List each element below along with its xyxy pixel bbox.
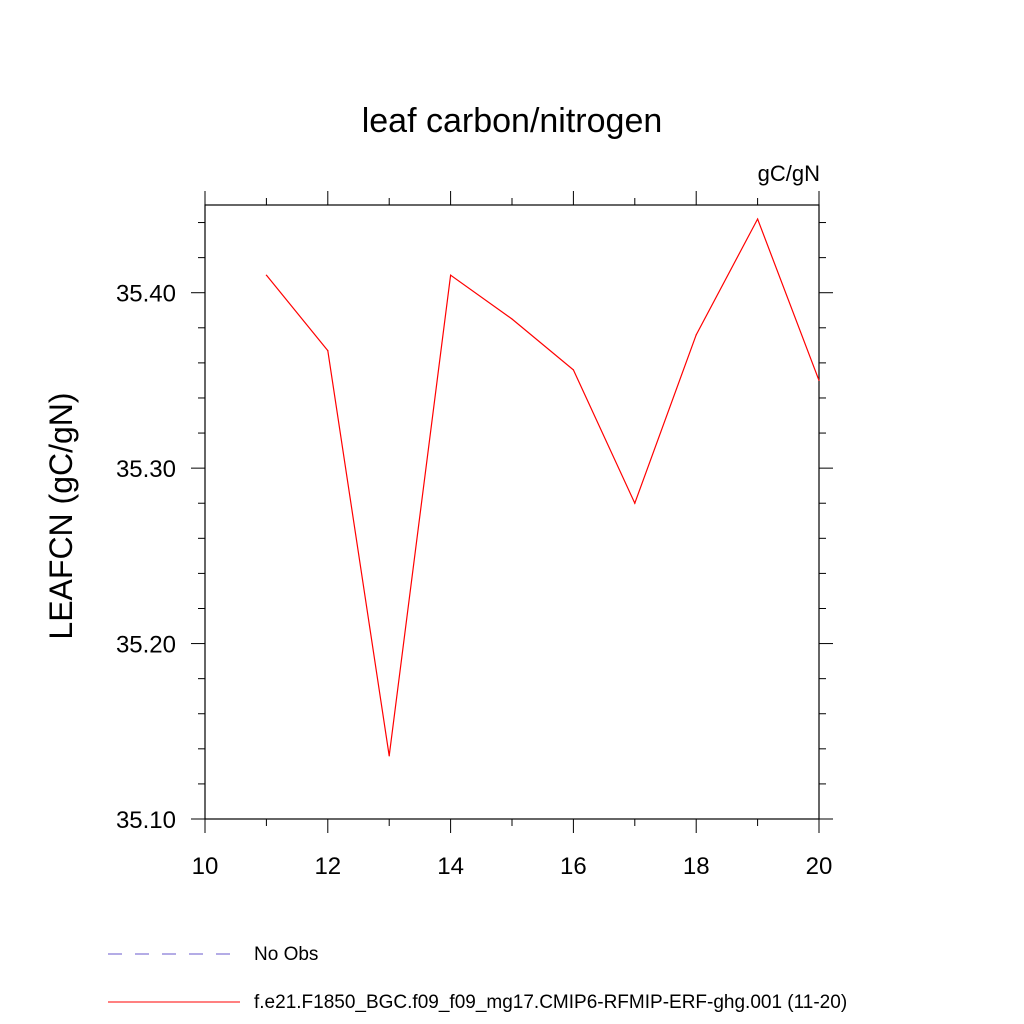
data-point <box>327 350 329 352</box>
y-tick-label: 35.10 <box>116 807 176 834</box>
data-point <box>511 318 513 320</box>
axis-ticks <box>191 191 833 833</box>
data-point <box>695 334 697 336</box>
units-label: gC/gN <box>758 161 820 186</box>
x-tick-label: 14 <box>437 853 464 880</box>
data-point <box>818 379 820 382</box>
data-point <box>757 218 759 220</box>
data-point <box>388 755 390 757</box>
x-tick-label: 20 <box>806 853 833 880</box>
data-point <box>450 274 452 276</box>
y-tick-label: 35.40 <box>116 281 176 308</box>
y-tick-label: 35.20 <box>116 632 176 659</box>
tick-labels: 10 12 14 16 18 20 35.10 35.20 35.30 35.40 <box>116 281 832 880</box>
chart-title: leaf carbon/nitrogen <box>362 102 663 140</box>
legend-label: No Obs <box>254 944 318 965</box>
plot-frame <box>204 204 820 820</box>
y-tick-label: 35.30 <box>116 456 176 483</box>
series-line <box>265 217 820 756</box>
x-tick-label: 12 <box>314 853 341 880</box>
y-axis-title: LEAFCN (gC/gN) <box>43 392 79 639</box>
x-tick-label: 18 <box>683 853 710 880</box>
data-point <box>265 274 267 276</box>
data-point <box>634 502 636 504</box>
x-tick-label: 10 <box>192 853 219 880</box>
legend-label: f.e21.F1850_BGC.f09_f09_mg17.CMIP6-RFMIP… <box>254 992 847 1013</box>
series-group <box>265 217 820 757</box>
data-point <box>572 369 575 371</box>
x-tick-label: 16 <box>560 853 587 880</box>
legend: No Obs f.e21.F1850_BGC.f09_f09_mg17.CMIP6… <box>108 944 847 1013</box>
